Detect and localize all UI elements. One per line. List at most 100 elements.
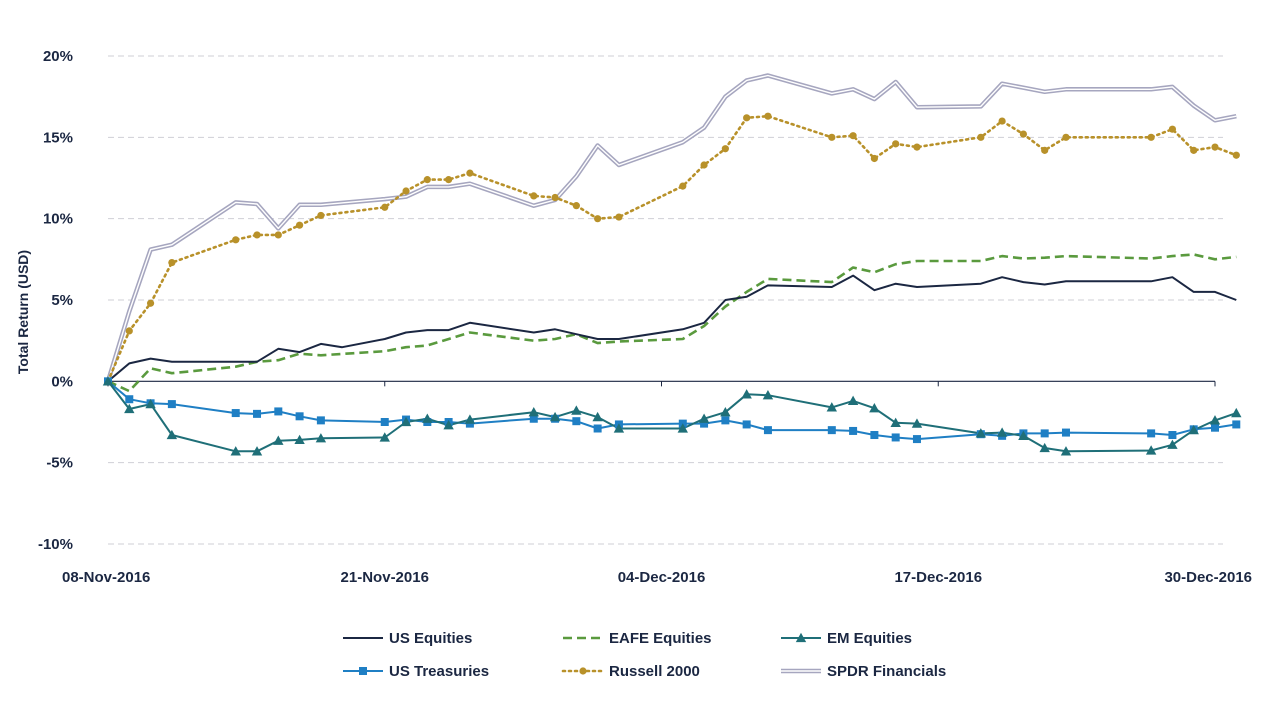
- x-tick-label: 30-Dec-2016: [1164, 569, 1252, 586]
- russell-2000-point: [615, 213, 623, 221]
- russell-2000-point: [679, 182, 687, 190]
- em-equities-point: [890, 417, 901, 427]
- eafe-equities-line: [107, 253, 1237, 393]
- us-treasuries-point: [167, 400, 176, 409]
- em-equities-point: [571, 405, 582, 415]
- russell-2000-point: [700, 161, 708, 169]
- russell-2000-point: [572, 202, 580, 210]
- y-tick-label: 5%: [51, 292, 73, 309]
- x-tick-label: 04-Dec-2016: [618, 569, 706, 586]
- us-treasuries-point: [295, 412, 304, 421]
- us-treasuries-point: [572, 417, 581, 426]
- russell-2000-point: [998, 117, 1006, 125]
- legend-item-spdr-financials: SPDR Financials: [781, 663, 946, 680]
- legend-item-us-treasuries: US Treasuries: [343, 663, 489, 680]
- russell-2000-point: [594, 215, 602, 223]
- us-treasuries-point: [1232, 420, 1241, 429]
- russell-2000-point: [551, 193, 559, 202]
- em-equities-point: [464, 414, 476, 424]
- russell-2000-point: [1211, 143, 1219, 151]
- em-equities-point: [166, 429, 178, 440]
- legend-label: EAFE Equities: [609, 630, 712, 647]
- em-equities-point: [400, 416, 412, 427]
- em-equities-point: [698, 413, 710, 423]
- legend: US Equities EAFE Equities EM Equities US Tr…: [343, 630, 946, 680]
- x-tick-label: 08-Nov-2016: [62, 569, 150, 586]
- spdr-financials-line: [105, 73, 1237, 382]
- russell-2000-point: [1041, 146, 1049, 154]
- russell-2000-point: [721, 145, 729, 153]
- us-treasuries-point: [700, 419, 709, 428]
- russell-2000-point: [743, 114, 751, 122]
- em-equities-point: [592, 411, 603, 422]
- us-treasuries-point: [1040, 429, 1049, 438]
- us-treasuries-point: [1211, 423, 1219, 432]
- us-treasuries-point: [742, 420, 751, 429]
- us-treasuries-point: [849, 426, 858, 435]
- em-equities-point: [1209, 415, 1221, 425]
- series-markers: [102, 112, 1242, 456]
- em-equities-point: [677, 423, 688, 433]
- us-treasuries-point: [253, 409, 262, 418]
- legend-item-us-equities: US Equities: [343, 630, 472, 647]
- russell-2000-point: [870, 154, 878, 163]
- russell-2000-point: [146, 299, 155, 307]
- em-equities-point: [273, 435, 284, 445]
- legend-label: US Equities: [389, 630, 472, 647]
- em-equities-point: [124, 403, 135, 414]
- em-equities-point: [720, 407, 731, 417]
- us-treasuries-point: [763, 426, 772, 435]
- legend-marker: [795, 632, 807, 643]
- series-lines: [105, 73, 1238, 453]
- em-equities-point: [975, 428, 987, 438]
- y-tick-label: 0%: [51, 373, 73, 390]
- x-tick-label: 17-Dec-2016: [894, 569, 982, 586]
- legend-label: EM Equities: [827, 630, 912, 647]
- us-treasuries-point: [1147, 429, 1156, 438]
- us-treasuries-point: [274, 407, 283, 416]
- russell-2000-point: [466, 169, 474, 177]
- spdr-financials-line-inner: [107, 74, 1237, 382]
- em-equities-point: [1018, 430, 1029, 440]
- em-equities-point: [230, 446, 241, 456]
- em-equities-point: [528, 407, 539, 417]
- russell-2000-point: [892, 140, 900, 148]
- russell-2000-point: [402, 187, 410, 195]
- us-treasuries-point: [125, 395, 134, 404]
- us-treasuries-point: [380, 418, 389, 426]
- em-equities-point: [315, 433, 327, 443]
- em-equities-point: [102, 376, 114, 386]
- em-equities-point: [1167, 439, 1178, 449]
- legend-label: Russell 2000: [609, 663, 700, 680]
- y-tick-label: 10%: [43, 211, 73, 228]
- russell-2000-point: [1190, 146, 1198, 154]
- legend-label: US Treasuries: [389, 663, 489, 680]
- em-equities-point: [422, 413, 433, 423]
- russell-2000-point: [125, 327, 133, 335]
- russell-2000-point: [913, 143, 921, 151]
- em-equities-point: [826, 402, 838, 412]
- y-tick-label: 20%: [43, 48, 73, 65]
- em-equities-point: [847, 395, 859, 406]
- russell-2000-point: [168, 258, 176, 267]
- russell-2000-point: [764, 112, 772, 120]
- em-equities-point: [1145, 445, 1157, 455]
- us-treasuries-point: [316, 416, 325, 425]
- em-equities-point: [294, 434, 305, 445]
- axes: -10% -5% 0% 5% 10% 15% 20% 08-Nov-2016 21-Nov-20…: [38, 48, 1252, 586]
- legend-item-russell-2000: Russell 2000: [561, 663, 700, 680]
- russell-2000-point: [1062, 133, 1070, 141]
- us-treasuries-point: [912, 435, 921, 444]
- russell-2000-point: [1147, 133, 1155, 141]
- us-treasuries-point: [1061, 428, 1070, 437]
- russell-2000-point: [295, 221, 304, 229]
- russell-2000-point: [1019, 130, 1028, 138]
- em-equities-point: [145, 398, 156, 409]
- y-tick-label: 15%: [43, 129, 73, 146]
- em-equities-point: [996, 427, 1008, 437]
- russell-2000-point: [232, 236, 240, 244]
- us-treasuries-point: [1168, 431, 1177, 440]
- em-equities-point: [869, 402, 880, 413]
- russell-2000-point: [381, 203, 389, 211]
